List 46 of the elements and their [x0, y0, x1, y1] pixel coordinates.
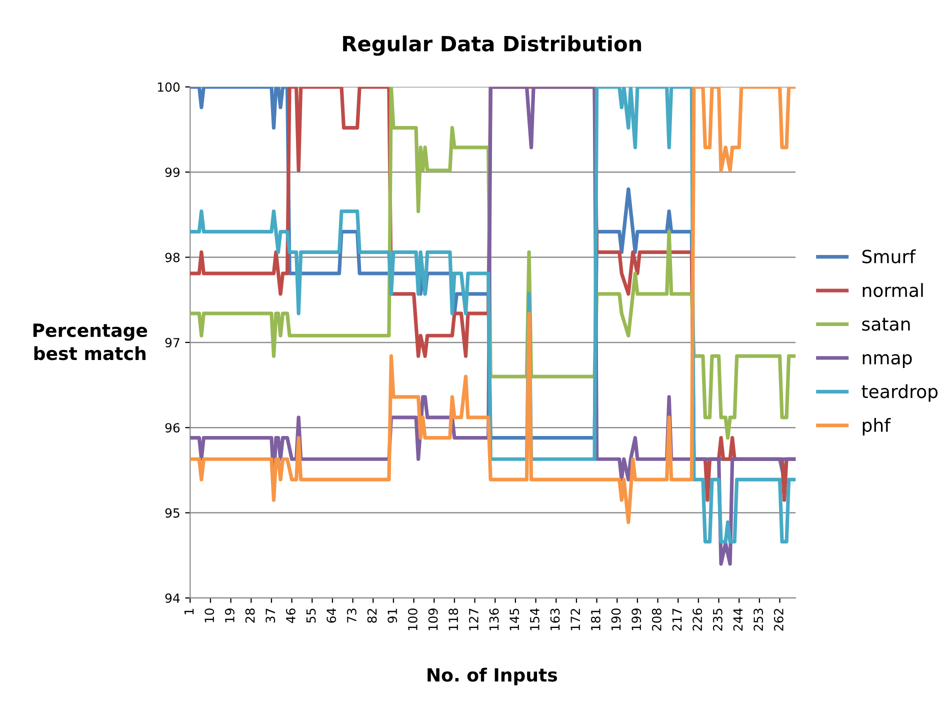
x-tick-label: 118: [448, 608, 458, 630]
x-tick-label: 172: [570, 608, 580, 630]
x-tick-label: 73: [346, 608, 356, 623]
x-tick-label: 154: [530, 608, 540, 630]
x-tick-label: 46: [286, 608, 296, 623]
x-tick-label: 262: [774, 608, 784, 631]
x-tick-label: 37: [266, 608, 276, 623]
x-tick-label: 163: [550, 608, 560, 630]
x-tick-label: 226: [692, 608, 702, 631]
x-axis-title: No. of Inputs: [428, 668, 558, 686]
x-tick-label: 10: [204, 608, 214, 622]
legend-label: satan: [862, 318, 910, 331]
y-tick-label: 98: [165, 252, 180, 262]
legend-label: phf: [862, 418, 891, 436]
x-tick-label: 217: [672, 608, 682, 631]
y-tick-label: 99: [165, 168, 180, 178]
chart-title: Regular Data Distribution: [343, 35, 642, 56]
y-tick-label: 95: [165, 508, 180, 518]
x-tick-label: 199: [632, 608, 642, 630]
x-tick-label: 19: [224, 608, 234, 622]
x-tick-label: 244: [733, 608, 743, 631]
x-tick-label: 28: [245, 608, 255, 623]
legend-label: Smurf: [862, 249, 916, 264]
legend-label: normal: [862, 283, 923, 298]
y-tick-label: 94: [165, 593, 180, 603]
x-tick-label: 136: [489, 608, 499, 630]
x-tick-label: 145: [510, 608, 520, 630]
x-tick-label: 109: [428, 608, 438, 630]
x-tick-label: 100: [408, 608, 418, 630]
x-tick-label: 181: [590, 608, 600, 630]
x-tick-label: 253: [754, 608, 764, 631]
x-tick-label: 1: [184, 608, 194, 614]
legend-label: teardrop: [862, 384, 938, 402]
x-tick-label: 208: [652, 608, 662, 631]
x-tick-label: 127: [468, 608, 478, 630]
x-tick-label: 55: [306, 608, 316, 623]
x-tick-label: 64: [326, 608, 336, 623]
y-axis-title: Percentage best match: [33, 324, 148, 360]
x-tick-label: 235: [712, 608, 722, 631]
y-tick-label: 97: [165, 338, 180, 348]
x-tick-label: 91: [388, 608, 398, 623]
y-tick-label: 96: [165, 423, 180, 433]
legend-label: nmap: [862, 354, 912, 368]
y-tick-label: 100: [158, 82, 180, 92]
x-tick-label: 82: [367, 608, 377, 623]
x-tick-label: 190: [611, 608, 621, 630]
